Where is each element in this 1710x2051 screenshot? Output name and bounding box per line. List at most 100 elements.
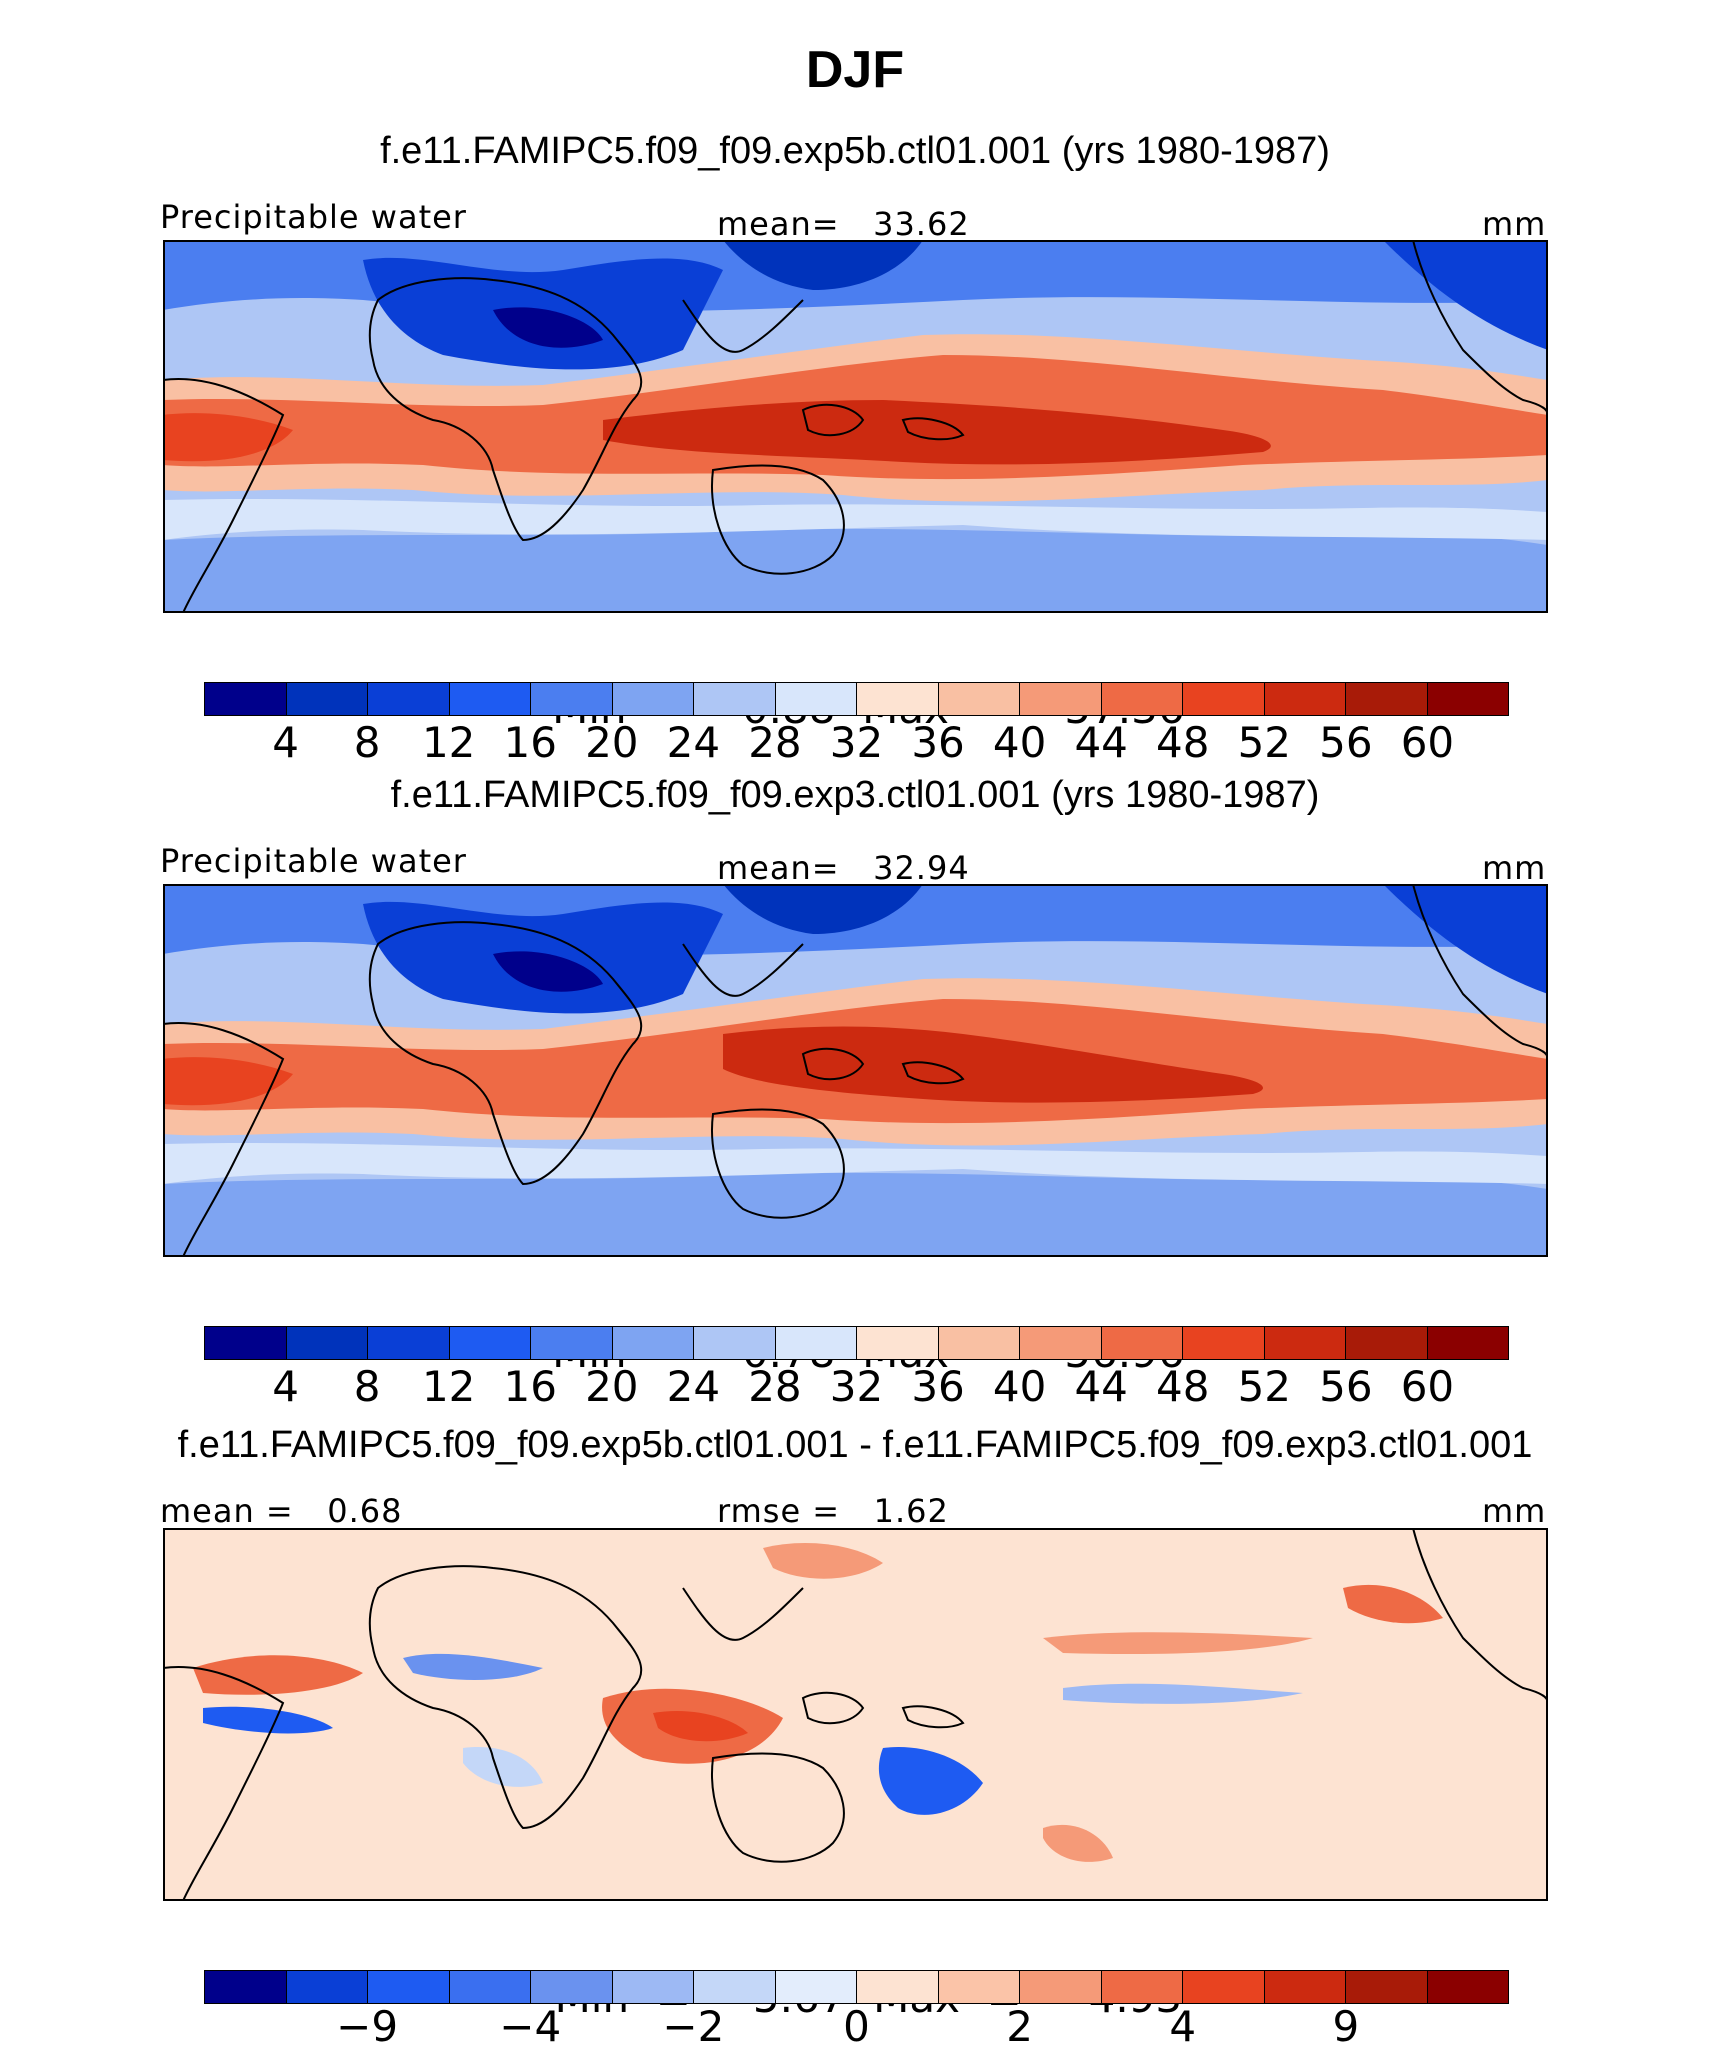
colorbar-swatch bbox=[286, 683, 368, 715]
colorbar-tick-label: 8 bbox=[353, 718, 381, 767]
colorbar-tick-label: 4 bbox=[1169, 2002, 1197, 2051]
anomaly-neg bbox=[878, 1747, 983, 1815]
colorbar-swatch bbox=[938, 1971, 1020, 2003]
colorbar-swatch bbox=[938, 683, 1020, 715]
colorbar-swatch bbox=[694, 1327, 776, 1359]
colorbar-swatch bbox=[1264, 683, 1346, 715]
panel-3-map bbox=[163, 1528, 1548, 1901]
colorbar-tick-label: −2 bbox=[662, 2002, 725, 2051]
colorbar-swatch bbox=[531, 1971, 613, 2003]
map-frame bbox=[163, 884, 1548, 1257]
colorbar-tick-label: 24 bbox=[666, 718, 721, 767]
colorbar-swatch bbox=[531, 1327, 613, 1359]
anomaly-pos bbox=[1043, 1632, 1313, 1655]
panel-1-colorbar-ticks: 4 8 12 16 20 24 28 32 36 40 44 48 52 56 60 bbox=[204, 718, 1509, 767]
panel-3-case-title: f.e11.FAMIPC5.f09_f09.exp5b.ctl01.001 - … bbox=[177, 1424, 1533, 1466]
colorbar-swatch bbox=[1264, 1327, 1346, 1359]
colorbar-swatch bbox=[1183, 1971, 1265, 2003]
colorbar-tick-label: 56 bbox=[1319, 718, 1373, 767]
colorbar-tick-label: 52 bbox=[1237, 718, 1292, 767]
colorbar-tick-label: 60 bbox=[1400, 1362, 1455, 1411]
panel-2-colorbar bbox=[204, 1326, 1509, 1360]
colorbar-swatch bbox=[449, 1971, 531, 2003]
colorbar-tick-label: 52 bbox=[1237, 1362, 1292, 1411]
colorbar-swatch bbox=[612, 1327, 694, 1359]
panel-2-mean-value: 32.94 bbox=[873, 849, 970, 887]
colorbar-tick-label: 44 bbox=[1074, 718, 1128, 767]
colorbar-tick-label: 36 bbox=[911, 1362, 965, 1411]
colorbar-swatch bbox=[368, 1971, 450, 2003]
colorbar-swatch bbox=[612, 1971, 694, 2003]
colorbar-tick-label: 48 bbox=[1156, 1362, 1210, 1411]
anomaly-pos-core bbox=[653, 1710, 748, 1742]
colorbar-tick-label: 12 bbox=[421, 718, 476, 767]
map-frame bbox=[163, 1528, 1548, 1901]
panel-2-mean-label: mean= 32.94 bbox=[717, 849, 970, 887]
colorbar-swatch bbox=[1427, 683, 1508, 715]
colorbar-swatch bbox=[286, 1327, 368, 1359]
colorbar-swatch bbox=[1101, 683, 1183, 715]
band-south-mid bbox=[163, 1142, 1548, 1184]
panel-3-rmse-key: rmse = bbox=[717, 1492, 841, 1530]
panel-1-mean-label: mean= 33.62 bbox=[717, 205, 970, 243]
band-south-dry bbox=[163, 1172, 1548, 1257]
panel-2-colorbar-ticks: 4 8 12 16 20 24 28 32 36 40 44 48 52 56 60 bbox=[204, 1362, 1509, 1411]
colorbar-tick-label: 0 bbox=[843, 2002, 870, 2051]
panel-3-mean-label: mean = 0.68 bbox=[160, 1492, 403, 1530]
amazon-moist bbox=[163, 413, 293, 462]
colorbar-swatch bbox=[694, 1971, 776, 2003]
colorbar-swatch bbox=[449, 683, 531, 715]
colorbar-tick-label: 20 bbox=[585, 1362, 639, 1411]
colorbar-tick-label: 56 bbox=[1319, 1362, 1373, 1411]
colorbar-swatch bbox=[286, 1971, 368, 2003]
colorbar-swatch bbox=[1346, 1327, 1428, 1359]
colorbar-tick-label: 28 bbox=[748, 1362, 802, 1411]
colorbar-swatch bbox=[1346, 1971, 1428, 2003]
amazon-moist bbox=[163, 1057, 293, 1106]
colorbar-tick-label: 48 bbox=[1156, 718, 1210, 767]
sahara-core bbox=[493, 307, 603, 348]
colorbar-swatch bbox=[205, 1327, 287, 1359]
colorbar-swatch bbox=[368, 683, 450, 715]
colorbar-tick-label: 28 bbox=[748, 718, 802, 767]
panel-1-case-title: f.e11.FAMIPC5.f09_f09.exp5b.ctl01.001 (y… bbox=[380, 130, 1330, 172]
band-moist-core bbox=[723, 1026, 1263, 1103]
colorbar-tick-label: 32 bbox=[829, 1362, 884, 1411]
panel-3-colorbar bbox=[204, 1970, 1509, 2004]
colorbar-swatch bbox=[1020, 1971, 1102, 2003]
colorbar-swatch bbox=[449, 1327, 531, 1359]
namerica-dry bbox=[1383, 240, 1548, 350]
colorbar-swatch bbox=[1101, 1327, 1183, 1359]
colorbar-swatch bbox=[775, 683, 857, 715]
colorbar-swatch bbox=[368, 1327, 450, 1359]
colorbar-tick-label: 40 bbox=[992, 1362, 1047, 1411]
colorbar-swatch bbox=[1264, 1971, 1346, 2003]
panel-3-units: mm bbox=[1482, 1492, 1547, 1530]
colorbar-swatch bbox=[857, 1327, 939, 1359]
colorbar-tick-label: 8 bbox=[353, 1362, 381, 1411]
colorbar-tick-label: 4 bbox=[272, 718, 299, 767]
panel-3-mean-key: mean = bbox=[160, 1492, 294, 1530]
anomaly-pos bbox=[1343, 1584, 1443, 1624]
namerica-dry bbox=[1383, 884, 1548, 994]
colorbar-swatch bbox=[775, 1971, 857, 2003]
map-background bbox=[163, 1528, 1548, 1901]
anomaly-pos bbox=[193, 1655, 363, 1695]
colorbar-tick-label: 36 bbox=[911, 718, 965, 767]
panel-2-mean-key: mean= bbox=[717, 849, 840, 887]
colorbar-swatch bbox=[694, 683, 776, 715]
panel-2-units: mm bbox=[1482, 849, 1547, 887]
anomaly-neg bbox=[403, 1653, 543, 1680]
colorbar-swatch bbox=[1346, 683, 1428, 715]
panel-3-colorbar-ticks: −9 −4 −2 0 2 4 9 bbox=[204, 2002, 1509, 2051]
colorbar-swatch bbox=[1101, 1971, 1183, 2003]
panel-1-mean-key: mean= bbox=[717, 205, 840, 243]
panel-1-colorbar bbox=[204, 682, 1509, 716]
colorbar-tick-label: 32 bbox=[829, 718, 884, 767]
colorbar-swatch bbox=[1427, 1327, 1508, 1359]
colorbar-swatch bbox=[1183, 1327, 1265, 1359]
colorbar-tick-label: 2 bbox=[1006, 2002, 1033, 2051]
coastlines bbox=[163, 884, 1548, 1257]
tibet-dry bbox=[723, 240, 923, 290]
colorbar-tick-label: 9 bbox=[1332, 2002, 1360, 2051]
